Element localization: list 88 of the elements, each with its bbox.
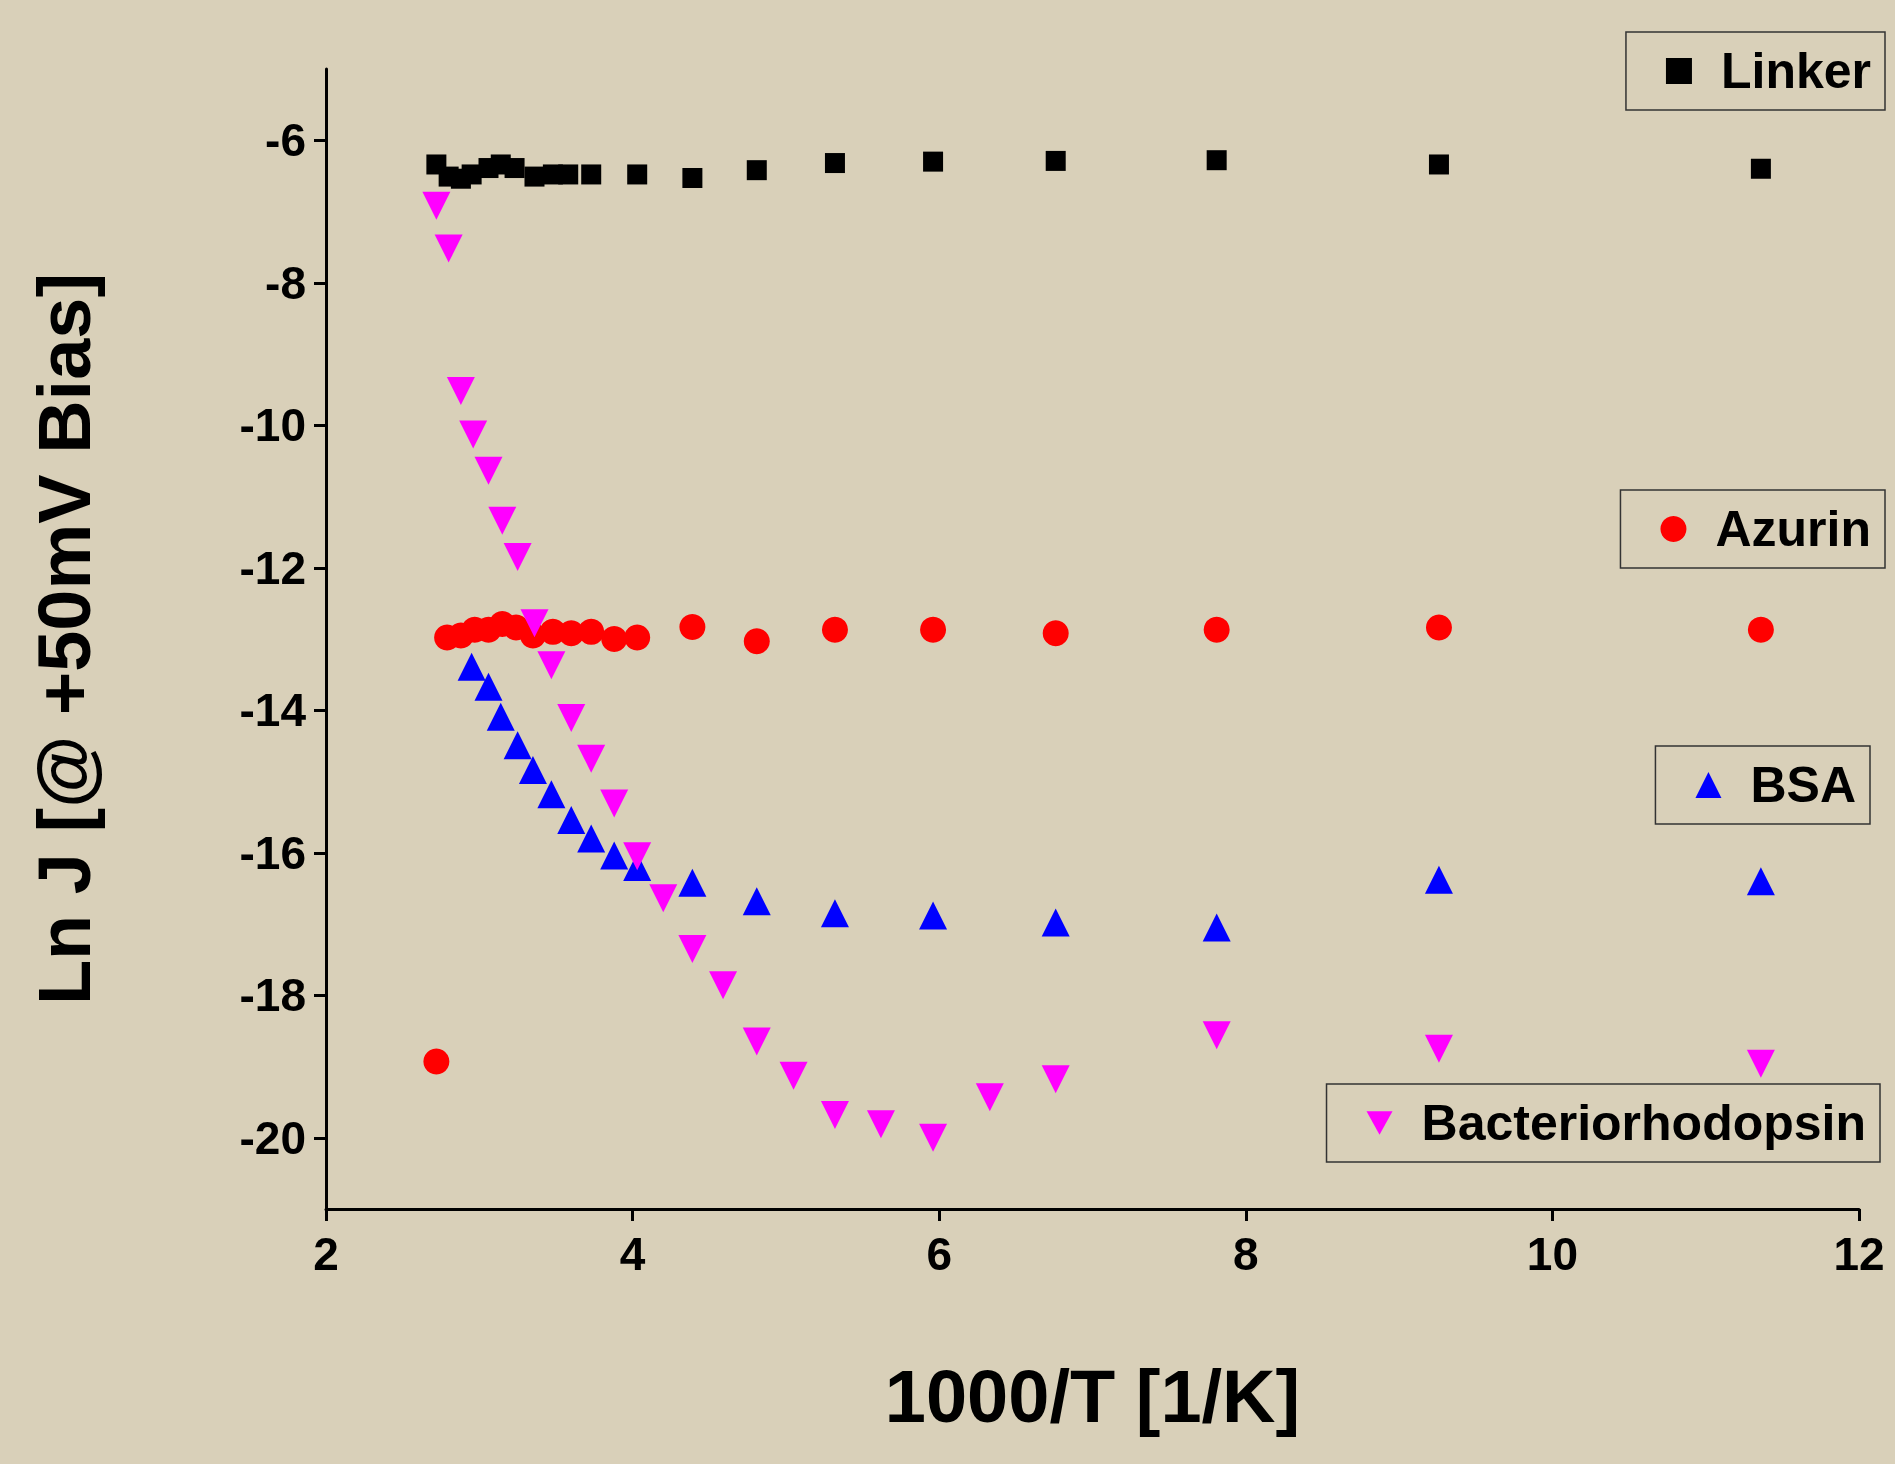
y-tick-label: -16 bbox=[239, 826, 306, 879]
point bbox=[1045, 150, 1066, 171]
point bbox=[504, 158, 525, 179]
y-tick-label: -18 bbox=[239, 969, 306, 1022]
legend-label: Bacteriorhodopsin bbox=[1421, 1095, 1866, 1151]
point bbox=[742, 887, 771, 916]
legend-label: BSA bbox=[1750, 757, 1857, 813]
point bbox=[743, 628, 770, 655]
x-axis-title: 1000/T [1/K] bbox=[884, 1354, 1301, 1438]
point bbox=[1202, 1021, 1231, 1050]
point bbox=[824, 153, 845, 174]
point bbox=[503, 731, 532, 760]
point bbox=[920, 616, 947, 643]
point bbox=[821, 616, 848, 643]
point bbox=[627, 164, 648, 185]
x-tick-label: 4 bbox=[619, 1228, 646, 1280]
point bbox=[459, 420, 488, 449]
point bbox=[446, 377, 475, 406]
point bbox=[820, 1100, 849, 1129]
point bbox=[537, 651, 566, 680]
point bbox=[577, 824, 606, 853]
point bbox=[649, 884, 678, 913]
y-tick-label: -10 bbox=[239, 399, 306, 452]
point bbox=[601, 626, 628, 652]
point bbox=[600, 841, 629, 870]
point bbox=[975, 1083, 1004, 1112]
point bbox=[746, 160, 767, 181]
point bbox=[624, 624, 651, 651]
point bbox=[434, 234, 463, 263]
point bbox=[557, 704, 586, 733]
x-tick-label: 2 bbox=[313, 1228, 339, 1280]
point bbox=[486, 702, 515, 731]
point bbox=[422, 191, 451, 220]
point bbox=[1203, 616, 1230, 643]
legend-label: Linker bbox=[1720, 43, 1872, 99]
point bbox=[679, 613, 706, 640]
x-tick-label: 6 bbox=[926, 1228, 952, 1280]
point bbox=[520, 609, 549, 638]
point bbox=[1041, 908, 1070, 937]
point bbox=[474, 456, 503, 485]
point bbox=[742, 1027, 771, 1056]
point bbox=[1206, 150, 1227, 171]
point bbox=[820, 899, 849, 928]
point bbox=[1746, 867, 1775, 896]
point bbox=[423, 1048, 450, 1075]
point bbox=[1425, 614, 1452, 641]
point bbox=[488, 506, 517, 535]
point bbox=[919, 1123, 948, 1152]
y-tick-label: -20 bbox=[239, 1111, 306, 1164]
point bbox=[557, 805, 586, 834]
x-tick-label: 10 bbox=[1526, 1228, 1578, 1280]
point bbox=[577, 744, 606, 773]
point bbox=[537, 780, 566, 809]
point bbox=[457, 652, 486, 681]
point bbox=[1424, 1034, 1453, 1063]
x-tick-label: 12 bbox=[1833, 1228, 1885, 1280]
point bbox=[558, 164, 579, 185]
point bbox=[923, 151, 944, 172]
point bbox=[503, 543, 532, 572]
point bbox=[866, 1110, 895, 1139]
point bbox=[1750, 158, 1771, 179]
point bbox=[1428, 154, 1449, 175]
point bbox=[524, 166, 545, 187]
point bbox=[623, 842, 652, 871]
point bbox=[518, 756, 547, 785]
y-tick-label: -8 bbox=[265, 256, 306, 309]
point bbox=[678, 934, 707, 963]
point bbox=[1041, 1065, 1070, 1094]
point bbox=[682, 168, 703, 189]
point bbox=[474, 672, 503, 701]
point bbox=[779, 1061, 808, 1090]
point bbox=[581, 164, 602, 185]
legend-label: Azurin bbox=[1715, 501, 1871, 557]
x-tick-label: 8 bbox=[1233, 1228, 1259, 1280]
point bbox=[1746, 1049, 1775, 1078]
point bbox=[1424, 865, 1453, 894]
point bbox=[600, 789, 629, 818]
point bbox=[709, 971, 738, 1000]
y-tick-label: -6 bbox=[265, 114, 306, 167]
y-tick-label: -12 bbox=[239, 541, 306, 594]
point bbox=[1747, 616, 1774, 643]
point bbox=[1202, 913, 1231, 942]
point bbox=[578, 618, 605, 645]
point bbox=[1042, 620, 1069, 647]
point bbox=[678, 868, 707, 897]
y-axis-title: Ln J [@ +50mV Bias] bbox=[22, 272, 106, 1006]
point bbox=[919, 901, 948, 930]
y-tick-label: -14 bbox=[239, 684, 307, 737]
